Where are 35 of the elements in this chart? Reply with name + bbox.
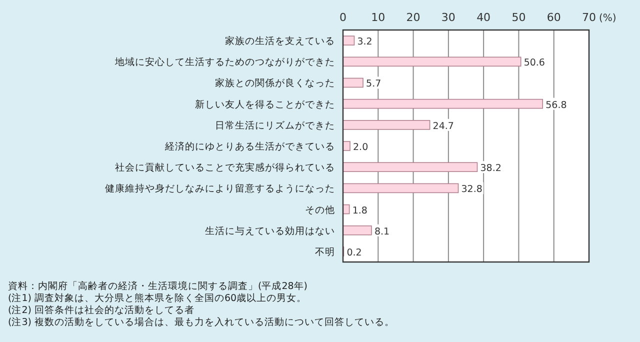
data-label: 8.1	[374, 226, 390, 238]
data-label: 24.7	[432, 120, 454, 132]
y-tick-label: 不明	[315, 246, 335, 258]
text: (注2) 回答条件は社会的な活動をしてる者	[8, 304, 194, 316]
x-tick-label: 70	[582, 11, 596, 24]
text: (注1) 調査対象は、大分県と熊本県を除く全国の60歳以上の男女。	[8, 292, 307, 304]
y-tick-label: 社会に貢献していることで充実感が得られている	[115, 162, 335, 174]
data-label: 1.8	[352, 205, 368, 216]
data-label: 38.2	[480, 163, 502, 174]
y-tick-label: 健康維持や身だしなみにより留意するようになった	[105, 182, 335, 195]
y-tick-label: 新しい友人を得ることができた	[195, 98, 335, 110]
y-tick-label: 日常生活にリズムができた	[215, 119, 335, 132]
x-tick-label: 10	[371, 11, 386, 24]
x-tick-label: 50	[512, 11, 526, 24]
data-label: 0.2	[346, 247, 362, 258]
y-tick-label: 経済的にゆとりある生活ができている	[164, 140, 335, 152]
x-tick-label: 30	[441, 11, 456, 24]
data-label: 32.8	[461, 184, 482, 196]
y-tick-label: 家族の生活を支えている	[225, 35, 335, 48]
data-label: 50.6	[524, 58, 545, 69]
text: (注3) 複数の活動をしている場合は、最も力を入れている活動について回答している。	[8, 316, 394, 328]
data-label: 3.2	[357, 36, 372, 48]
y-tick-label: その他	[305, 204, 335, 216]
data-label: 56.8	[546, 100, 567, 111]
x-tick-label: 60	[546, 11, 561, 24]
text: 資料：内閣府「高齢者の経済・生活環境に関する調査」(平成28年)	[8, 280, 308, 292]
x-tick-label: 20	[406, 11, 420, 24]
x-tick-label: 0	[340, 11, 346, 24]
y-tick-label: 地域に安心して生活するためのつながりができた	[114, 56, 335, 68]
y-tick-label: 生活に与えている効用はない	[205, 224, 335, 237]
x-tick-label: 40	[476, 11, 491, 24]
data-label: 5.7	[366, 78, 382, 90]
x-axis-title: (%)	[599, 13, 616, 24]
y-tick-label: 家族との関係が良くなった	[215, 77, 335, 90]
data-label: 2.0	[353, 142, 368, 153]
